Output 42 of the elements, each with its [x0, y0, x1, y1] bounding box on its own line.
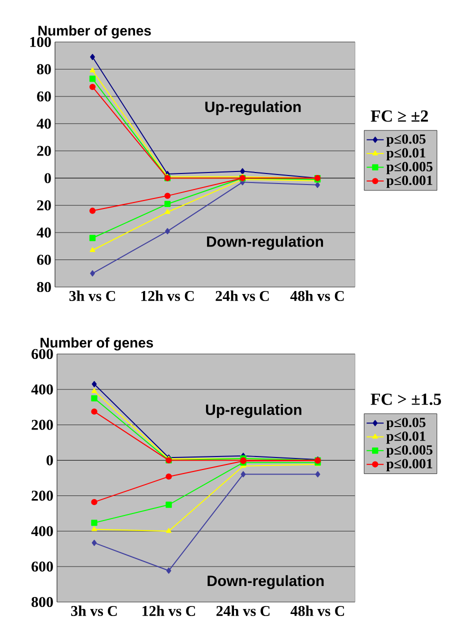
y-tick-label: 400: [31, 526, 53, 536]
x-tick-label: 3h vs C: [69, 290, 116, 302]
y-tick-label: 0: [46, 455, 53, 466]
legend-label: p≤0.001: [386, 458, 432, 472]
annotation: Down-regulation: [207, 236, 324, 250]
y-axis-title: Number of genes: [40, 337, 153, 350]
annotation: Up-regulation: [206, 404, 302, 418]
y-tick-label: 200: [32, 490, 53, 501]
legend-title: FC > ±1.5: [370, 394, 441, 406]
x-tick-label: 12h vs C: [142, 606, 196, 616]
y-tick-label: 60: [37, 91, 51, 102]
legend-label: p≤0.01: [386, 431, 426, 444]
y-tick-label: 20: [37, 200, 51, 210]
x-tick-label: 12h vs C: [141, 290, 194, 302]
y-tick-label: 40: [36, 118, 51, 129]
legend-title: FC ≥ ±2: [370, 110, 428, 122]
legend-label: p≤0.005: [386, 445, 432, 458]
y-tick-label: 40: [36, 228, 51, 238]
y-tick-label: 80: [37, 282, 51, 292]
legend-label: p≤0.05: [386, 134, 426, 147]
x-tick-label: 48h vs C: [290, 290, 344, 302]
annotation: Up-regulation: [205, 101, 301, 116]
x-tick-label: 24h vs C: [216, 606, 270, 616]
legend-label: p≤0.001: [386, 176, 432, 188]
y-axis-title: Number of genes: [38, 25, 151, 38]
x-tick-label: 24h vs C: [216, 290, 269, 302]
y-tick-label: 200: [32, 420, 53, 430]
y-tick-label: 0: [44, 173, 51, 184]
y-tick-label: 80: [37, 64, 51, 74]
x-tick-label: 3h vs C: [71, 606, 117, 616]
y-tick-label: 100: [30, 36, 51, 48]
annotation: Down-regulation: [208, 575, 324, 590]
legend-label: p≤0.01: [386, 148, 426, 160]
y-tick-label: 400: [31, 384, 53, 394]
x-tick-label: 48h vs C: [290, 606, 344, 616]
y-tick-label: 800: [32, 596, 53, 608]
y-tick-label: 600: [32, 562, 53, 572]
y-tick-label: 600: [32, 348, 53, 360]
y-tick-label: 60: [37, 254, 51, 265]
legend-label: p≤0.005: [386, 162, 432, 174]
legend-label: p≤0.05: [386, 418, 426, 430]
y-tick-label: 20: [37, 146, 51, 156]
